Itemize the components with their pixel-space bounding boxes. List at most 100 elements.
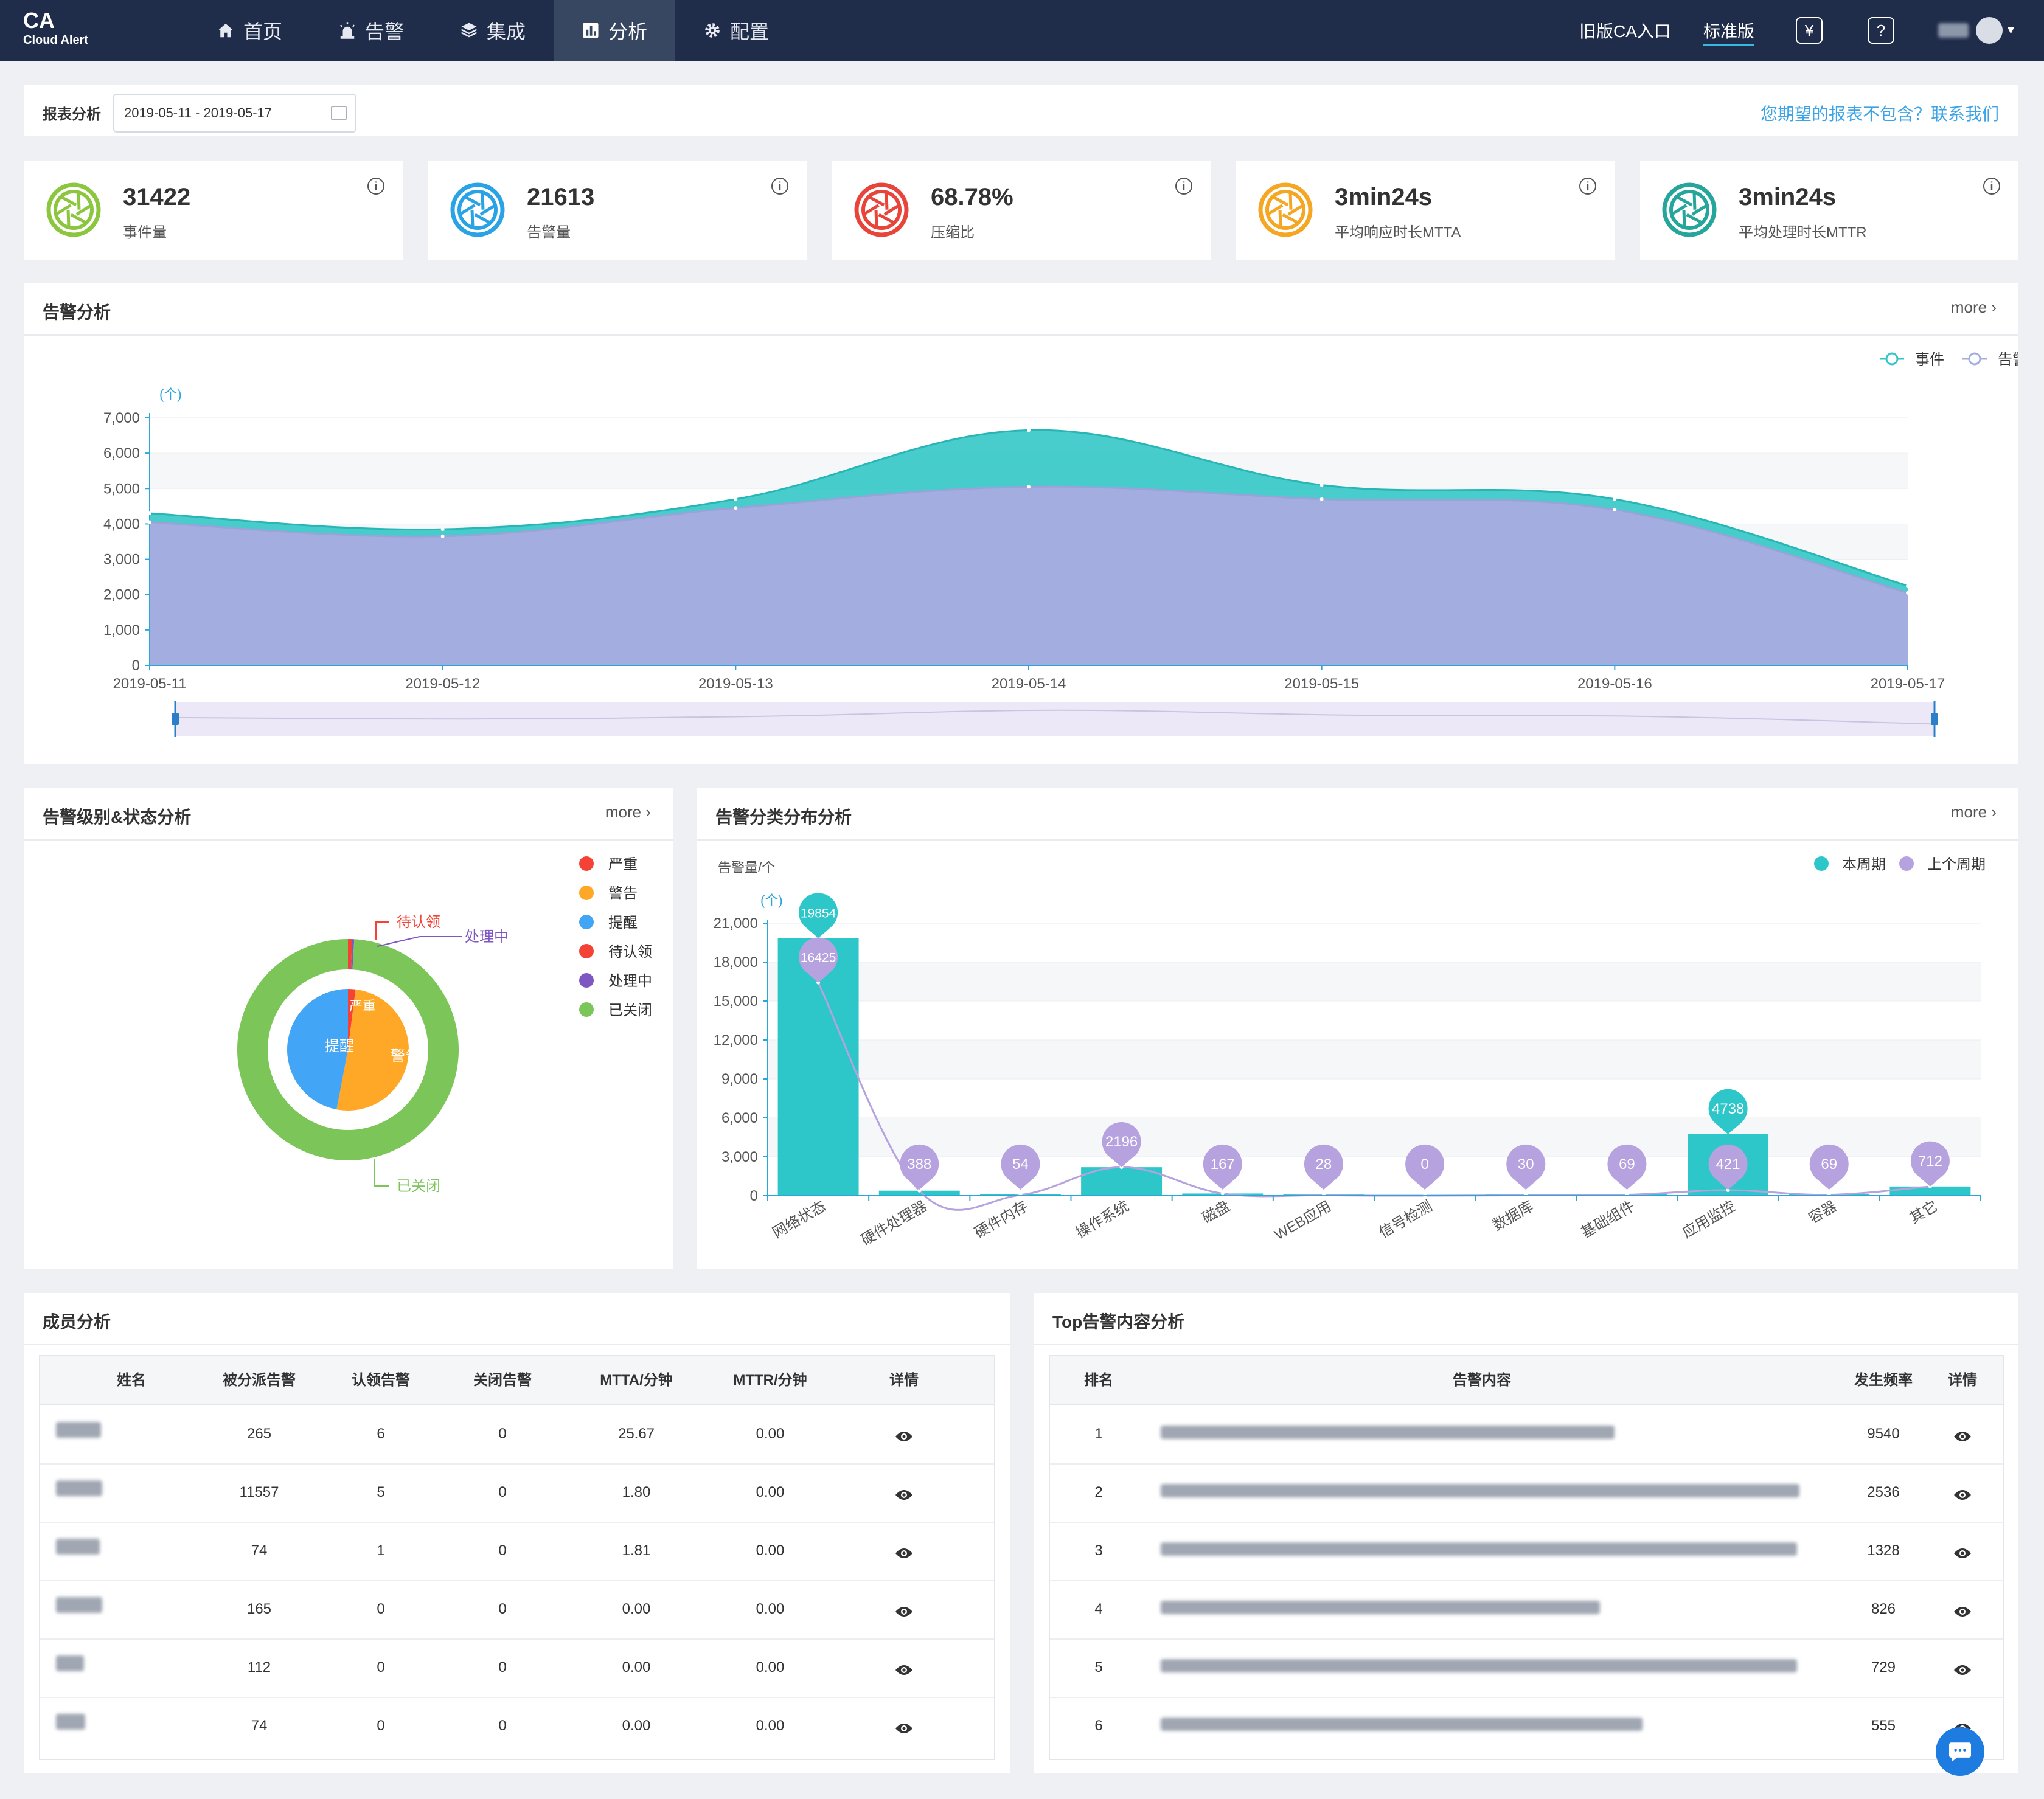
marker-last-period[interactable]: 54 xyxy=(1001,1144,1040,1190)
marker-pin xyxy=(1607,1144,1647,1190)
eye-icon[interactable] xyxy=(1953,1489,1972,1501)
contact-us-link[interactable]: 您期望的报表不包含？联系我们 xyxy=(1760,105,1999,123)
nav-item-analysis[interactable]: 分析 xyxy=(554,0,675,61)
area-chart[interactable]: 事件 告警 (个) 0 1,000 2,000 3,000 4,000 5,000 6,000 7,… xyxy=(24,337,2018,763)
x-tick-label: 容器 xyxy=(1806,1198,1840,1227)
legend-item[interactable]: 警告 xyxy=(579,886,638,902)
data-point[interactable] xyxy=(1613,497,1617,501)
date-range-picker[interactable]: 2019-05-11 - 2019-05-17 xyxy=(113,94,356,133)
eye-icon[interactable] xyxy=(895,1547,913,1559)
user-name[interactable] xyxy=(1938,23,1969,38)
info-icon[interactable]: i xyxy=(1175,178,1192,195)
data-point[interactable] xyxy=(440,527,445,532)
x-tick-label: 磁盘 xyxy=(1200,1198,1233,1227)
data-point[interactable] xyxy=(1906,584,1910,588)
rank-cell: 4 xyxy=(1094,1601,1103,1617)
eye-icon[interactable] xyxy=(1953,1606,1972,1618)
legend-item[interactable]: 处理中 xyxy=(579,973,652,990)
bar-硬件处理器[interactable] xyxy=(878,1190,960,1196)
pie-slice-严重[interactable] xyxy=(348,989,356,1050)
kpi-card: 3min24s 平均响应时长MTTA i xyxy=(1236,161,1615,260)
info-icon[interactable]: i xyxy=(1579,178,1596,195)
kpi-value: 31422 xyxy=(123,184,191,210)
marker-last-period[interactable]: 69 xyxy=(1607,1144,1647,1190)
info-icon[interactable]: i xyxy=(771,178,788,195)
eye-icon[interactable] xyxy=(1953,1547,1972,1559)
zoom-handle-grip[interactable] xyxy=(172,713,179,725)
eye-icon[interactable] xyxy=(1953,1664,1972,1676)
marker-last-period[interactable]: 69 xyxy=(1809,1144,1849,1190)
marker-last-period[interactable]: 16425 xyxy=(799,937,838,983)
donut-slice-待认领[interactable] xyxy=(348,939,352,970)
app-logo[interactable]: CA Cloud Alert xyxy=(23,9,88,47)
more-link[interactable]: more › xyxy=(605,803,651,821)
chat-button[interactable] xyxy=(1936,1727,1984,1776)
table-cell: 0 xyxy=(377,1601,385,1617)
eye-icon[interactable] xyxy=(895,1430,913,1443)
legend-item[interactable]: 提醒 xyxy=(579,915,638,931)
eye-icon[interactable] xyxy=(895,1722,913,1735)
data-point[interactable] xyxy=(440,534,445,538)
x-tick-label: 硬件处理器 xyxy=(858,1198,930,1249)
data-point[interactable] xyxy=(1027,428,1031,432)
data-point[interactable] xyxy=(148,520,151,524)
legend-dot xyxy=(579,973,594,988)
legend-item[interactable]: 待认领 xyxy=(579,944,652,960)
help-icon[interactable]: ? xyxy=(1868,17,1894,44)
data-point[interactable] xyxy=(1906,591,1910,595)
more-link[interactable]: more › xyxy=(1950,803,1997,821)
data-point[interactable] xyxy=(1319,483,1324,487)
marker-last-period[interactable]: 0 xyxy=(1405,1144,1445,1190)
data-point[interactable] xyxy=(734,506,738,510)
y-tick-label: 6,000 xyxy=(103,445,140,462)
divider xyxy=(24,1344,1010,1345)
data-point[interactable] xyxy=(1027,485,1031,489)
chat-icon xyxy=(1949,1742,1971,1762)
nav-item-config[interactable]: 配置 xyxy=(675,0,797,61)
nav-item-home[interactable]: 首页 xyxy=(189,0,310,61)
info-icon[interactable]: i xyxy=(1983,178,2000,195)
data-point[interactable] xyxy=(734,497,738,501)
legend-item[interactable]: 严重 xyxy=(579,856,638,873)
avatar[interactable] xyxy=(1976,17,2003,44)
alarm-analysis-card: 告警分析 more › 事件 告警 (个) 0 1,000 2,000 3,000 4,000… xyxy=(24,283,2018,764)
x-tick-label: 2019-05-11 xyxy=(113,676,187,692)
marker-last-period[interactable]: 421 xyxy=(1708,1144,1748,1190)
nav-item-integration[interactable]: 集成 xyxy=(432,0,554,61)
category-bar-chart[interactable]: 告警量/个 (个) 本周期 上个周期 0 3,000 6,000 9,000 12,000 15,… xyxy=(697,842,2018,1267)
marker-last-period[interactable]: 28 xyxy=(1304,1144,1343,1190)
data-point[interactable] xyxy=(1319,497,1324,501)
marker-last-period[interactable]: 712 xyxy=(1910,1141,1950,1187)
zoom-handle-grip[interactable] xyxy=(1931,713,1938,725)
info-icon[interactable]: i xyxy=(367,178,384,195)
data-point[interactable] xyxy=(148,511,151,515)
legend-item[interactable]: 已关闭 xyxy=(579,1002,652,1019)
callout-label: 处理中 xyxy=(465,929,509,945)
marker-last-period[interactable]: 388 xyxy=(900,1144,939,1190)
marker-this-period[interactable]: 4738 xyxy=(1708,1089,1748,1134)
edition-link[interactable]: 标准版 xyxy=(1703,22,1755,41)
marker-this-period[interactable]: 19854 xyxy=(799,893,838,938)
donut-slice-处理中[interactable] xyxy=(350,939,355,970)
data-point[interactable] xyxy=(1613,508,1617,512)
eye-icon[interactable] xyxy=(895,1664,913,1676)
more-link[interactable]: more › xyxy=(1950,298,1997,316)
eye-icon[interactable] xyxy=(895,1606,913,1618)
pie-slice-警告[interactable] xyxy=(336,989,409,1111)
old-version-link[interactable]: 旧版CA入口 xyxy=(1579,22,1671,41)
x-tick-label: 2019-05-17 xyxy=(1871,676,1945,692)
eye-icon[interactable] xyxy=(1953,1430,1972,1443)
chart-legend[interactable]: 事件 告警 xyxy=(1880,352,2018,368)
marker-last-period[interactable]: 167 xyxy=(1203,1144,1242,1190)
nav-item-alarm[interactable]: 告警 xyxy=(310,0,432,61)
chevron-down-icon[interactable]: ▾ xyxy=(2007,22,2015,37)
table-row: 112 0 0 0.00 0.00 xyxy=(40,1638,994,1697)
chart-legend[interactable]: 本周期 上个周期 xyxy=(1814,856,1986,873)
pie-slice-提醒[interactable] xyxy=(287,989,348,1110)
eye-icon[interactable] xyxy=(895,1489,913,1501)
marker-last-period[interactable]: 30 xyxy=(1506,1144,1546,1190)
marker-last-period[interactable]: 2196 xyxy=(1102,1122,1141,1168)
yen-icon[interactable]: ¥ xyxy=(1796,17,1823,44)
callout-label: 待认领 xyxy=(397,914,440,931)
